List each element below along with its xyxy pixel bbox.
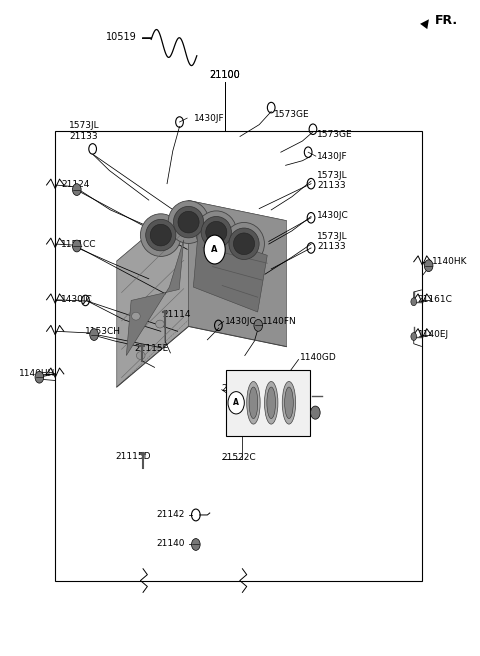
Polygon shape (117, 201, 287, 283)
Text: 1140EJ: 1140EJ (418, 330, 449, 339)
Polygon shape (117, 201, 189, 387)
Ellipse shape (145, 219, 176, 251)
Ellipse shape (173, 207, 204, 238)
Circle shape (72, 184, 81, 195)
Ellipse shape (178, 211, 199, 233)
Circle shape (35, 371, 44, 383)
Text: 1573JL
21133: 1573JL 21133 (317, 171, 348, 190)
Ellipse shape (140, 214, 181, 256)
Circle shape (311, 406, 320, 419)
Polygon shape (193, 232, 267, 312)
Ellipse shape (168, 201, 209, 243)
Text: 1151CC: 1151CC (61, 239, 97, 249)
Text: 1430JC: 1430JC (61, 295, 93, 304)
Text: 21114: 21114 (162, 310, 191, 319)
Ellipse shape (264, 381, 278, 424)
Text: 25124D: 25124D (222, 384, 257, 393)
Text: 21161C: 21161C (418, 295, 453, 304)
Ellipse shape (233, 233, 254, 255)
Polygon shape (189, 201, 287, 346)
Ellipse shape (156, 320, 164, 328)
Ellipse shape (132, 312, 140, 320)
Bar (55, 131, 422, 581)
Text: 1573GE: 1573GE (274, 110, 309, 119)
Text: 21124: 21124 (61, 180, 90, 190)
Text: 21140: 21140 (156, 539, 185, 548)
Text: A: A (211, 245, 218, 254)
Text: 1430JC: 1430JC (317, 211, 348, 220)
Text: 21142: 21142 (156, 510, 185, 520)
Text: 1573JL
21133: 1573JL 21133 (317, 232, 348, 251)
Text: 1140HH: 1140HH (19, 369, 56, 379)
Circle shape (72, 240, 81, 252)
Text: 10519: 10519 (106, 31, 137, 42)
Circle shape (254, 319, 263, 331)
Circle shape (424, 260, 433, 272)
Text: A: A (233, 398, 239, 407)
Ellipse shape (267, 387, 276, 419)
Circle shape (411, 333, 417, 340)
Text: 1153CH: 1153CH (85, 327, 121, 336)
Bar (226, 370, 310, 436)
Text: 1573GE: 1573GE (317, 130, 352, 139)
Polygon shape (126, 240, 184, 356)
Text: 1430JF: 1430JF (317, 152, 348, 161)
Circle shape (204, 235, 225, 264)
Ellipse shape (150, 224, 171, 246)
Text: 1140GD: 1140GD (300, 353, 337, 362)
Ellipse shape (196, 211, 237, 254)
Text: 1140FN: 1140FN (262, 317, 296, 326)
Text: 1140HK: 1140HK (432, 257, 468, 266)
Ellipse shape (282, 381, 296, 424)
Ellipse shape (285, 387, 293, 419)
Ellipse shape (224, 222, 264, 265)
Text: FR.: FR. (434, 14, 457, 28)
Text: 1573JL
21133: 1573JL 21133 (69, 121, 99, 141)
Ellipse shape (229, 228, 259, 260)
Circle shape (228, 392, 244, 414)
Text: 1430JC: 1430JC (225, 317, 256, 326)
Ellipse shape (136, 352, 145, 359)
Circle shape (192, 539, 200, 550)
Text: 21100: 21100 (209, 70, 240, 80)
Circle shape (411, 298, 417, 306)
Text: 21100: 21100 (209, 70, 240, 80)
Ellipse shape (201, 216, 231, 248)
Ellipse shape (249, 387, 258, 419)
Ellipse shape (206, 222, 227, 243)
Circle shape (90, 329, 98, 340)
Ellipse shape (247, 381, 260, 424)
Text: 21522C: 21522C (222, 453, 256, 462)
Text: 1430JF: 1430JF (194, 113, 225, 123)
Text: 21115E: 21115E (134, 344, 168, 354)
Text: 21115D: 21115D (115, 452, 151, 461)
Text: 21119B: 21119B (228, 407, 263, 417)
